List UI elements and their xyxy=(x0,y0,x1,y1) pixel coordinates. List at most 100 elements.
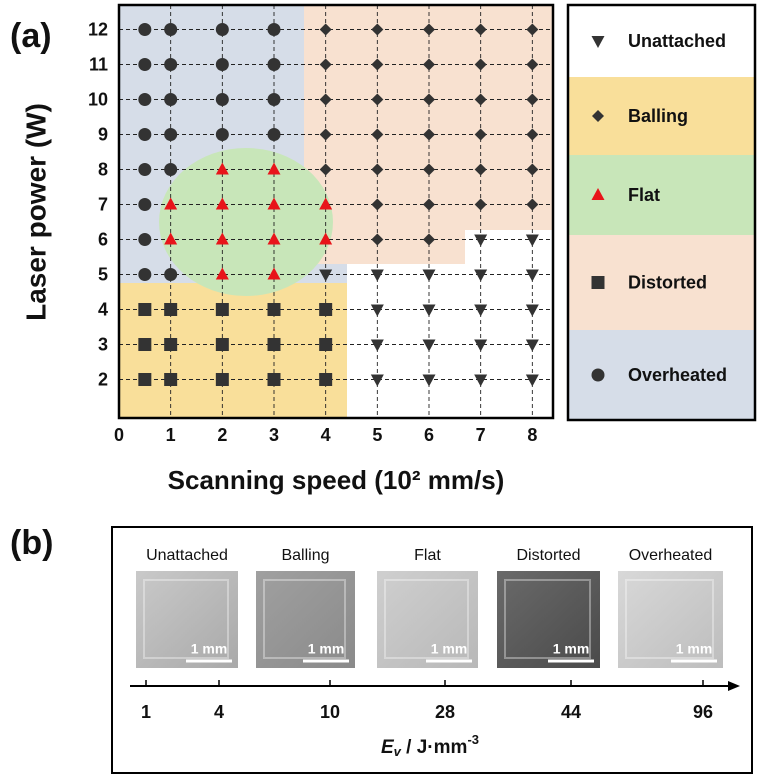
marker xyxy=(164,373,178,386)
marker xyxy=(319,373,333,386)
scale-bar-label: 1 mm xyxy=(308,641,345,657)
legend-label: Unattached xyxy=(628,31,726,51)
legend-label: Distorted xyxy=(628,272,707,292)
marker xyxy=(371,198,384,211)
sample-label: Flat xyxy=(414,547,441,564)
marker xyxy=(164,128,178,141)
marker xyxy=(526,93,539,106)
marker xyxy=(526,163,539,176)
marker xyxy=(526,128,539,141)
sample-label: Overheated xyxy=(629,547,713,564)
energy-label: 10 xyxy=(320,702,340,722)
marker xyxy=(319,23,332,36)
marker xyxy=(215,23,229,36)
y-tick-label: 4 xyxy=(98,299,108,319)
marker xyxy=(138,268,152,281)
region-distorted xyxy=(119,283,347,418)
marker xyxy=(526,198,539,211)
marker xyxy=(423,198,435,211)
marker xyxy=(138,373,152,386)
marker xyxy=(423,93,435,106)
marker xyxy=(370,374,384,387)
legend-frame xyxy=(566,3,757,422)
marker xyxy=(474,163,487,176)
x-tick-label: 3 xyxy=(269,425,279,445)
x-tick-label: 1 xyxy=(166,425,176,445)
sample-outline xyxy=(143,579,229,659)
marker xyxy=(422,269,436,282)
sample-outline xyxy=(384,579,469,659)
y-tick-label: 2 xyxy=(98,369,108,389)
marker xyxy=(371,128,384,141)
marker xyxy=(474,128,487,141)
legend-label: Flat xyxy=(628,185,660,205)
legend-marker xyxy=(592,110,604,122)
marker xyxy=(319,58,332,71)
energy-axis: 1 4 10 28 44 96 xyxy=(141,680,713,722)
y-tick-label: 12 xyxy=(88,19,108,39)
panel-label: (b) xyxy=(10,524,53,562)
x-tick-label: 6 xyxy=(424,425,434,445)
sample-label: Unattached xyxy=(146,547,228,564)
legend-label: Overheated xyxy=(628,365,727,385)
energy-axis-arrow xyxy=(728,681,740,691)
legend-marker xyxy=(591,36,605,48)
y-tick-label: 8 xyxy=(98,159,108,179)
marker xyxy=(474,58,487,71)
symbol: E xyxy=(381,737,395,758)
marker xyxy=(164,163,178,176)
y-tick-label: 6 xyxy=(98,229,108,249)
marker xyxy=(371,233,384,246)
sample-outline xyxy=(504,579,591,659)
marker xyxy=(526,58,539,71)
marker xyxy=(164,93,178,106)
x-axis-title: Scanning speed (10² mm/s) xyxy=(168,465,505,495)
process-regions xyxy=(119,5,553,418)
marker xyxy=(525,339,539,352)
marker xyxy=(319,232,333,245)
sample-images: Unattached 1 mm Balling 1 mm Flat 1 mm Distort… xyxy=(136,547,723,668)
marker xyxy=(138,198,152,211)
panel-label: (a) xyxy=(10,17,52,55)
energy-label: 28 xyxy=(435,702,455,722)
marker xyxy=(319,128,332,141)
marker xyxy=(215,338,229,351)
sample-outline xyxy=(263,579,346,659)
marker xyxy=(371,23,384,36)
y-tick-label: 9 xyxy=(98,124,108,144)
marker xyxy=(370,339,384,352)
marker xyxy=(215,58,229,71)
scale-bar-label: 1 mm xyxy=(676,641,713,657)
marker xyxy=(423,233,435,246)
marker xyxy=(267,303,281,316)
y-tick-label: 11 xyxy=(89,54,108,74)
marker xyxy=(267,128,281,141)
scale-bar-label: 1 mm xyxy=(191,641,228,657)
marker xyxy=(474,339,488,352)
x-tick-label: 8 xyxy=(527,425,537,445)
marker xyxy=(267,23,281,36)
marker xyxy=(525,269,539,282)
y-axis-title: Laser power (W) xyxy=(20,103,51,321)
marker xyxy=(422,304,436,317)
sample-label: Distorted xyxy=(516,547,580,564)
energy-label: 96 xyxy=(693,702,713,722)
sample-image xyxy=(377,571,478,668)
x-tick-label: 4 xyxy=(321,425,331,445)
x-tick-label: 7 xyxy=(476,425,486,445)
marker xyxy=(138,233,152,246)
y-tick-label: 7 xyxy=(98,194,108,214)
marker xyxy=(319,338,333,351)
legend-marker xyxy=(591,276,605,289)
energy-label: 4 xyxy=(214,702,224,722)
marker xyxy=(164,268,178,281)
marker xyxy=(164,23,178,36)
sample-label: Balling xyxy=(281,547,329,564)
marker xyxy=(267,58,281,71)
marker xyxy=(215,267,229,280)
marker xyxy=(474,304,488,317)
unit: / J·mm xyxy=(401,737,468,758)
marker xyxy=(423,23,435,36)
sample-image xyxy=(136,571,238,668)
marker xyxy=(423,128,435,141)
